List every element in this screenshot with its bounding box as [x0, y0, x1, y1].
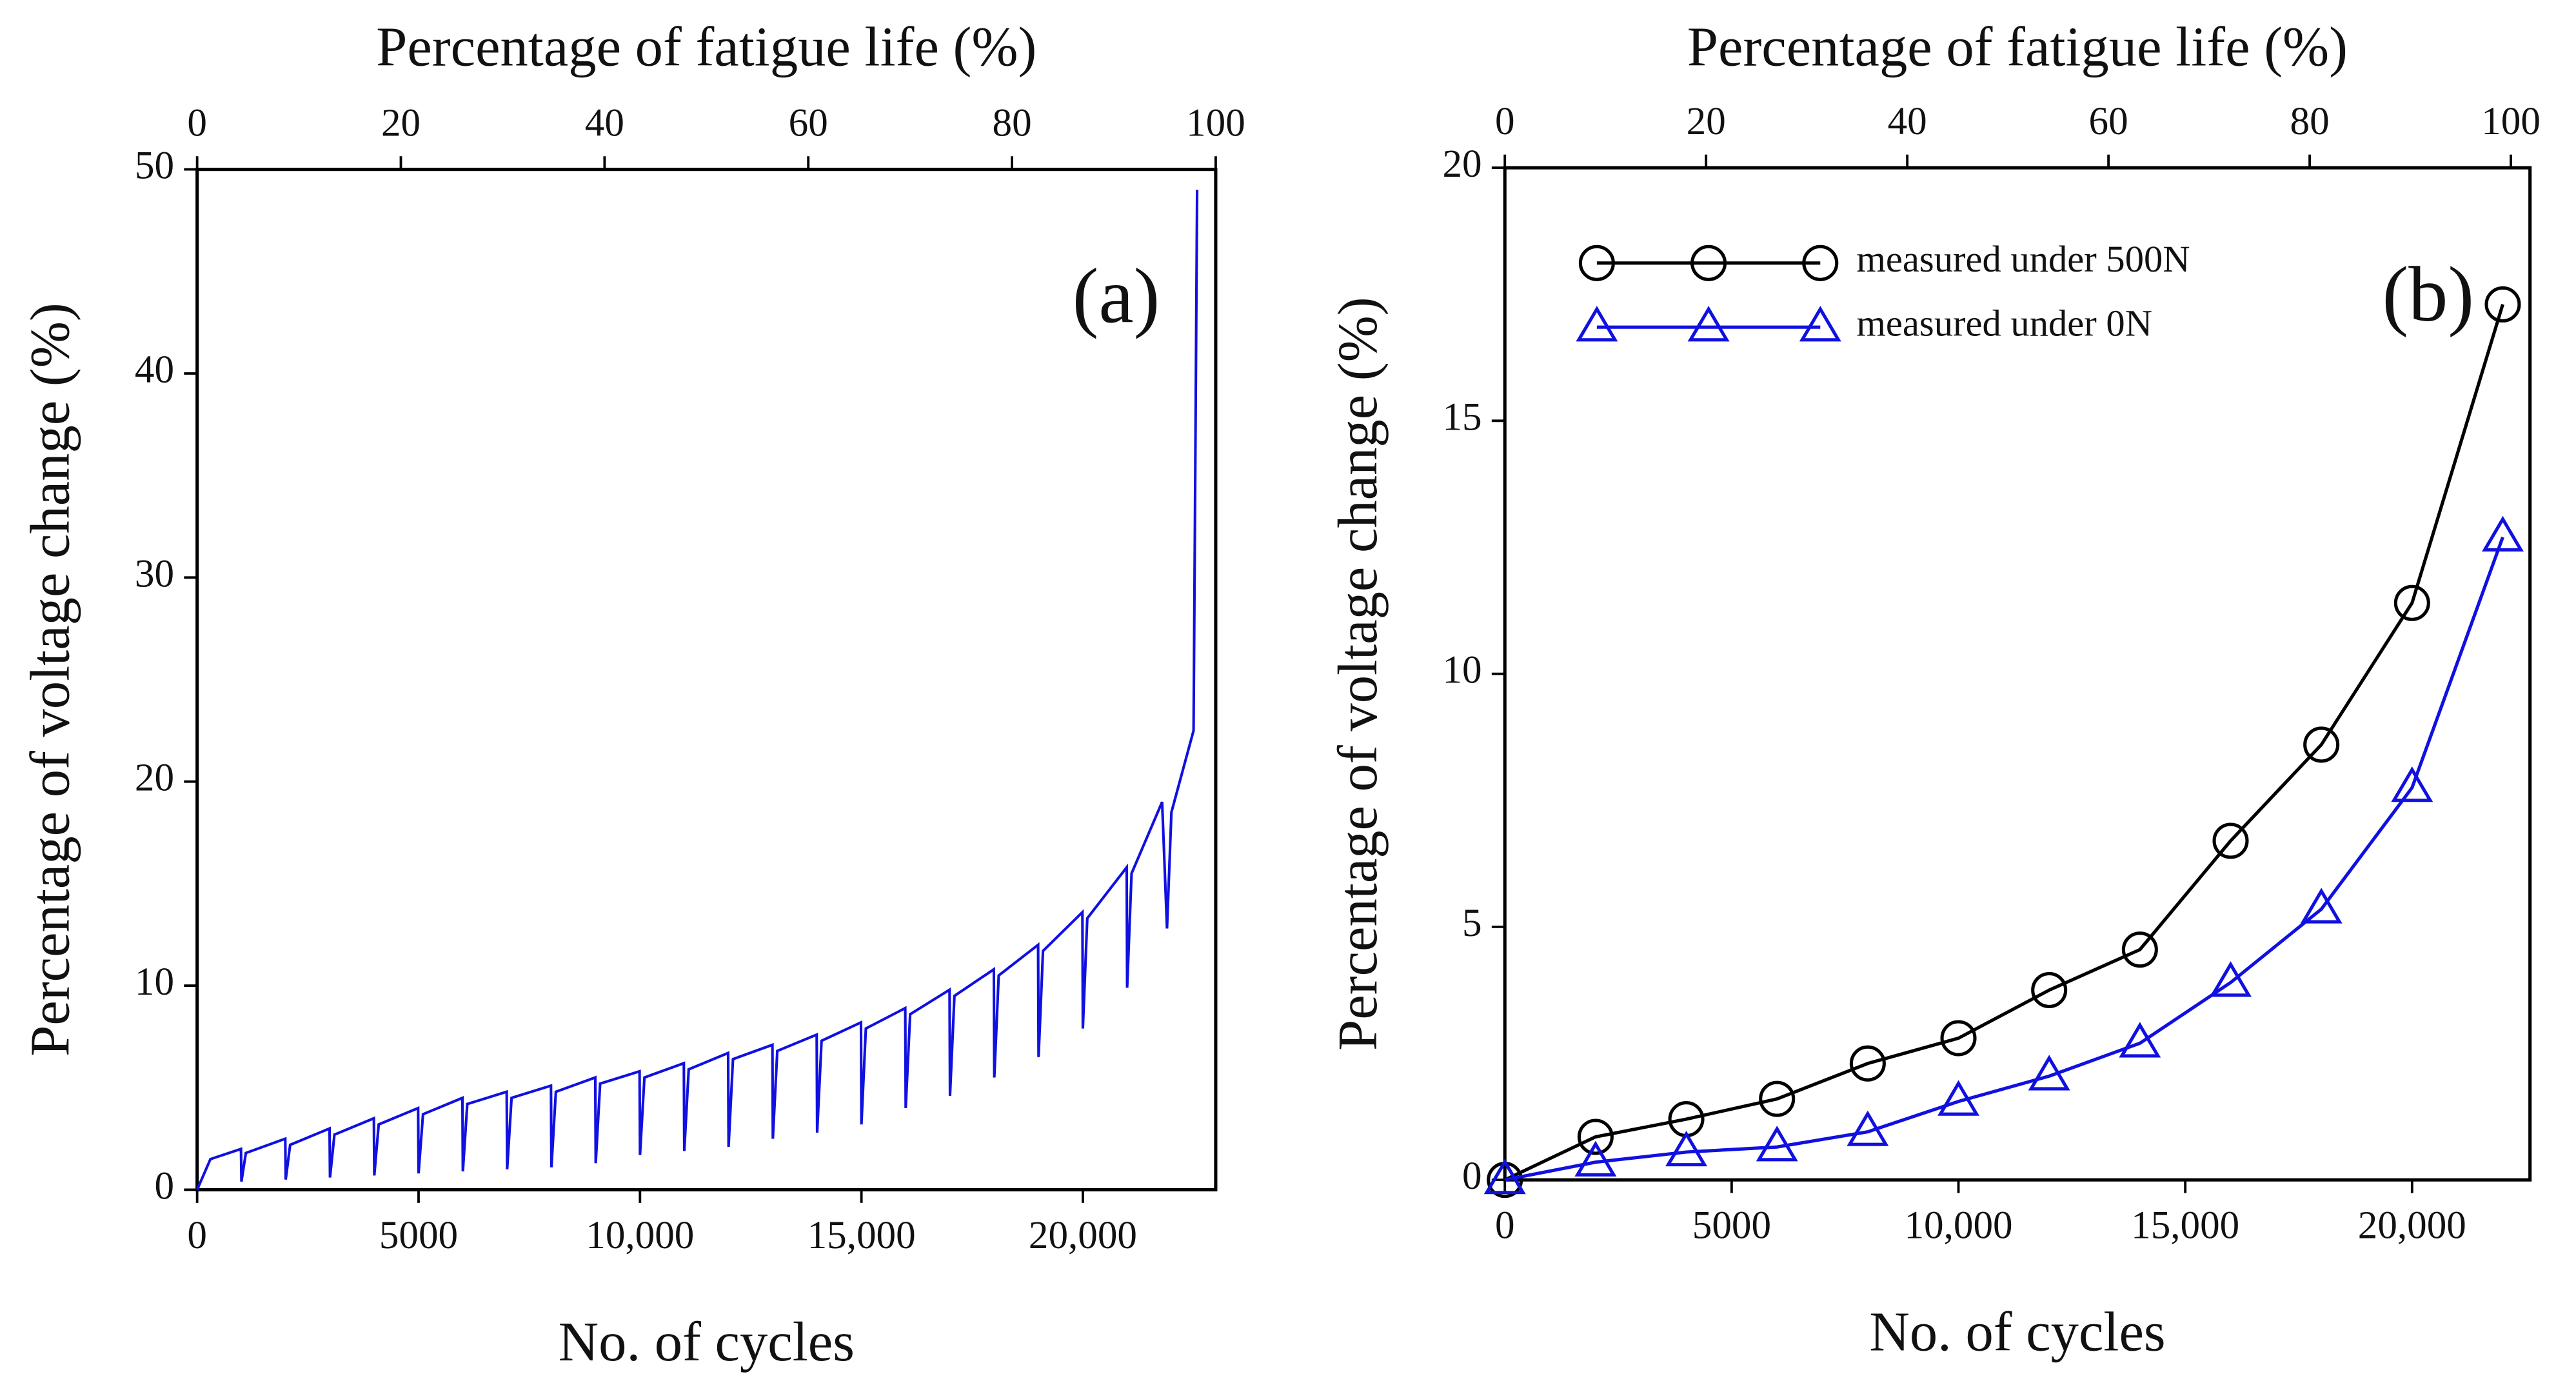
y-tick-label: 30 — [135, 552, 174, 595]
x2-tick-label: 100 — [1186, 101, 1245, 144]
y-tick-label: 20 — [1442, 143, 1481, 186]
marker — [1847, 1110, 1889, 1146]
y-tick-label: 10 — [1442, 649, 1481, 692]
marker — [2210, 961, 2252, 997]
legend-label: measured under 500N — [1856, 238, 2190, 280]
x2-tick-label: 60 — [2089, 100, 2128, 143]
y-tick-label: 15 — [1442, 395, 1481, 439]
x-tick-label: 15,000 — [2131, 1204, 2239, 1248]
marker — [2031, 971, 2068, 1008]
data-line — [1504, 304, 2504, 1182]
x-tick-label: 0 — [187, 1214, 207, 1257]
marker — [2300, 888, 2343, 924]
marker — [2121, 931, 2158, 968]
marker — [2212, 822, 2249, 859]
marker — [2393, 584, 2430, 621]
x-axis-title: No. of cycles — [559, 1311, 855, 1373]
marker — [2484, 286, 2521, 323]
x2-tick-label: 100 — [2481, 100, 2541, 143]
legend-marker — [1578, 244, 1615, 281]
marker — [2482, 515, 2524, 552]
y-axis-title: Percentage of voltage change (%) — [19, 303, 81, 1056]
marker — [1574, 1140, 1617, 1177]
data-line — [1504, 536, 2504, 1182]
x2-tick-label: 20 — [381, 101, 421, 144]
legend-label: measured under 0N — [1856, 303, 2152, 344]
x-tick-label: 10,000 — [1904, 1204, 2012, 1248]
marker — [2119, 1022, 2161, 1058]
marker — [1577, 1119, 1614, 1155]
x2-tick-label: 40 — [1888, 100, 1927, 143]
y-tick-label: 20 — [135, 757, 174, 800]
x-tick-label: 10,000 — [586, 1214, 694, 1257]
marker — [1759, 1080, 1796, 1117]
marker — [1849, 1045, 1886, 1082]
x2-tick-label: 80 — [2290, 100, 2330, 143]
y-tick-label: 5 — [1462, 902, 1482, 945]
y-tick-label: 50 — [135, 144, 174, 188]
marker — [1483, 1158, 1526, 1195]
marker — [1937, 1080, 1979, 1116]
x2-tick-label: 60 — [789, 101, 828, 144]
y-tick-label: 40 — [135, 348, 174, 392]
y-tick-label: 0 — [154, 1164, 174, 1208]
x-tick-label: 20,000 — [1029, 1214, 1137, 1257]
x-tick-label: 5000 — [1692, 1204, 1771, 1248]
y-tick-label: 10 — [135, 960, 174, 1004]
marker — [1665, 1130, 1708, 1167]
legend-marker — [1802, 244, 1839, 281]
x-axis-title: No. of cycles — [1869, 1301, 2165, 1363]
plot-frame — [195, 168, 1218, 1191]
x2-tick-label: 20 — [1687, 100, 1726, 143]
x2-tick-label: 0 — [1495, 100, 1515, 143]
x2-tick-label: 0 — [187, 101, 207, 144]
marker — [2391, 766, 2433, 802]
x2-axis-title: Percentage of fatigue life (%) — [1687, 16, 2348, 78]
x-tick-label: 15,000 — [807, 1214, 916, 1257]
annotation: (a) — [1073, 253, 1160, 340]
x2-tick-label: 80 — [993, 101, 1032, 144]
data-line — [195, 190, 1199, 1191]
legend-marker — [1687, 306, 1730, 342]
legend-marker — [1799, 306, 1841, 342]
x2-tick-label: 40 — [585, 101, 624, 144]
legend-marker — [1576, 306, 1618, 342]
marker — [1756, 1126, 1798, 1162]
legend-marker — [1690, 244, 1727, 281]
x-tick-label: 0 — [1495, 1204, 1515, 1248]
marker — [1940, 1020, 1977, 1057]
y-tick-label: 0 — [1462, 1155, 1482, 1198]
annotation: (b) — [2383, 251, 2475, 338]
marker — [2303, 726, 2340, 763]
x-tick-label: 20,000 — [2358, 1204, 2466, 1248]
x2-axis-title: Percentage of fatigue life (%) — [376, 16, 1036, 78]
y-axis-title: Percentage of voltage change (%) — [1327, 297, 1389, 1050]
marker — [2028, 1055, 2070, 1091]
x-tick-label: 5000 — [379, 1214, 458, 1257]
